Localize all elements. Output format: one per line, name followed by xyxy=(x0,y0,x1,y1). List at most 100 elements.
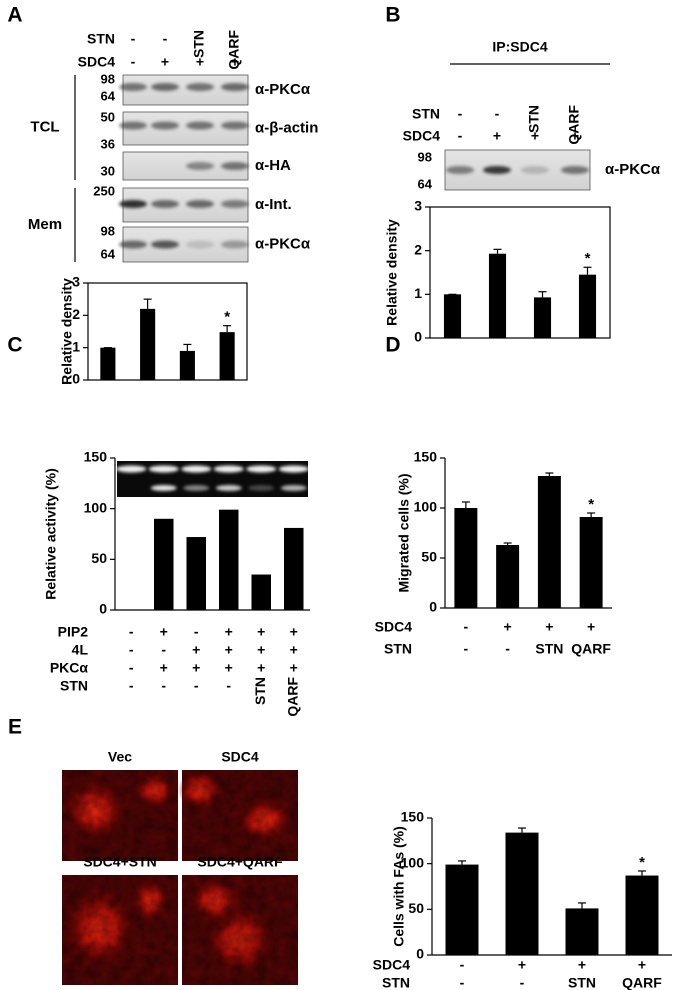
condition-value: STN xyxy=(191,30,207,58)
condition-value: QARF xyxy=(284,677,300,717)
condition-value: + xyxy=(192,642,200,658)
antibody-label: α-HA xyxy=(255,157,291,174)
condition-value: + xyxy=(587,619,595,635)
bar xyxy=(443,294,462,338)
antibody-label: α-β-actin xyxy=(255,119,318,136)
blot-band xyxy=(151,200,179,208)
error-bar xyxy=(493,248,502,254)
blot-band xyxy=(186,200,214,208)
blot-band xyxy=(221,83,249,91)
condition-value: - xyxy=(464,619,469,635)
group-label: Mem xyxy=(28,216,62,233)
y-tick-label: 3 xyxy=(72,274,80,290)
condition-value: + xyxy=(518,957,526,973)
condition-value: + xyxy=(225,642,233,658)
condition-value: + xyxy=(290,660,298,676)
gel-band xyxy=(150,485,177,491)
significance-mark: * xyxy=(588,496,594,513)
micrograph-texture xyxy=(62,770,178,861)
blot-band xyxy=(221,200,249,208)
y-tick-label: 100 xyxy=(401,854,425,870)
condition-name: STN xyxy=(60,678,88,694)
micrograph-label: SDC4 xyxy=(221,749,259,765)
blot-band xyxy=(151,121,179,130)
condition-value: + xyxy=(531,128,539,144)
gel-band xyxy=(278,465,309,473)
condition-value: - xyxy=(131,54,136,70)
blot-band xyxy=(483,166,511,174)
condition-value: + xyxy=(290,642,298,658)
condition-value: + xyxy=(571,128,579,144)
panel-letter: B xyxy=(385,4,400,27)
bar xyxy=(505,832,539,955)
condition-value: + xyxy=(257,642,265,658)
bar xyxy=(496,545,520,608)
bar xyxy=(154,518,174,610)
mw-marker: 50 xyxy=(101,109,115,124)
condition-value: STN xyxy=(535,641,563,657)
y-tick-label: 150 xyxy=(84,449,108,465)
bar xyxy=(533,297,552,338)
condition-value: - xyxy=(161,678,166,694)
condition-value: - xyxy=(520,975,525,990)
significance-mark: * xyxy=(585,250,591,267)
gel-band xyxy=(148,465,179,473)
blot-band xyxy=(221,121,249,130)
mw-marker: 98 xyxy=(101,71,115,86)
antibody-label: α-PKCα xyxy=(255,235,311,252)
y-tick-label: 0 xyxy=(72,371,80,387)
panel-letter: E xyxy=(8,716,22,739)
condition-value: + xyxy=(231,54,239,70)
bar xyxy=(578,274,597,338)
condition-name: SDC4 xyxy=(375,619,413,635)
y-tick-label: 0 xyxy=(429,599,437,615)
mw-marker: 64 xyxy=(101,88,116,103)
antibody-label: α-PKCα xyxy=(605,161,661,178)
y-tick-label: 50 xyxy=(421,549,437,565)
condition-name: SDC4 xyxy=(403,128,441,144)
condition-value: STN xyxy=(252,677,268,705)
condition-value: + xyxy=(545,619,553,635)
blot-band xyxy=(151,83,179,91)
blot-band xyxy=(119,83,147,91)
plot-frame xyxy=(87,282,248,381)
condition-value: STN xyxy=(526,105,542,133)
plot-frame xyxy=(429,206,611,339)
error-bar xyxy=(638,870,646,876)
panel-letter: D xyxy=(385,334,400,357)
gel-band xyxy=(248,485,275,491)
condition-value: + xyxy=(290,624,298,640)
mw-marker: 30 xyxy=(101,163,115,178)
gel-band xyxy=(183,485,210,491)
condition-value: - xyxy=(464,641,469,657)
y-tick-label: 0 xyxy=(416,946,424,962)
significance-mark: * xyxy=(224,309,230,326)
antibody-label: α-Int. xyxy=(255,196,292,213)
condition-value: - xyxy=(129,660,134,676)
error-bar xyxy=(183,343,192,351)
gel-band xyxy=(116,465,147,473)
gel-band xyxy=(181,465,212,473)
micrograph-label: Vec xyxy=(108,749,132,765)
blot-band xyxy=(186,240,214,249)
y-axis-label: Migrated cells (%) xyxy=(396,473,412,592)
error-bar xyxy=(143,298,152,309)
condition-value: - xyxy=(458,106,463,122)
condition-name: 4L xyxy=(72,642,89,658)
condition-value: QARF xyxy=(622,975,662,990)
gel-band xyxy=(213,465,244,473)
condition-value: - xyxy=(460,975,465,990)
blot-band xyxy=(221,240,249,249)
y-tick-label: 100 xyxy=(84,499,108,515)
condition-value: + xyxy=(196,54,204,70)
condition-value: + xyxy=(160,624,168,640)
condition-name: STN xyxy=(384,641,412,657)
blot-band xyxy=(186,162,214,170)
condition-value: + xyxy=(225,660,233,676)
y-axis-label: Relative density xyxy=(59,278,75,385)
mw-marker: 64 xyxy=(418,176,433,191)
y-tick-label: 1 xyxy=(72,338,80,354)
mw-marker: 98 xyxy=(101,223,115,238)
y-tick-label: 0 xyxy=(414,329,422,345)
